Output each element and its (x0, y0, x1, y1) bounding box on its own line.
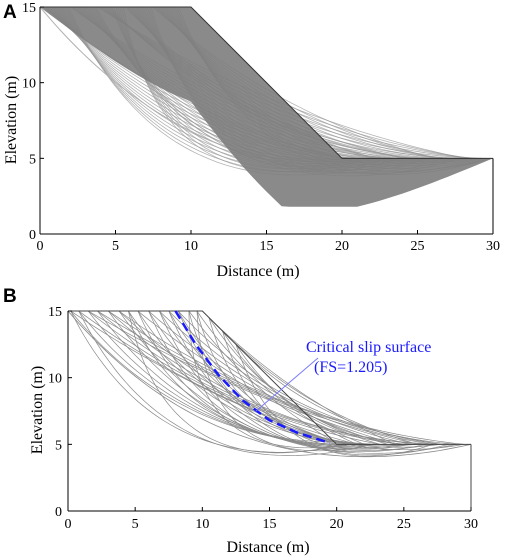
panel-b-x-axis-title: Distance (m) (226, 539, 309, 556)
panel-b-slip-surface (188, 310, 335, 442)
panel-b-x-tick-label: 30 (464, 517, 478, 532)
panel-b-y-tick-label: 0 (55, 505, 62, 520)
panel-b-slip-surface (168, 310, 434, 445)
panel-b-slope-profile (68, 310, 471, 445)
panel-a-y-ticks: 0 5 10 15 (22, 1, 44, 243)
panel-b: B Critical slip surface (FS=1.205) 0 5 10 1… (3, 286, 478, 556)
panel-a-x-tick-label: 20 (335, 239, 349, 254)
panel-b-y-tick-label: 10 (48, 372, 62, 387)
panel-b-annotation-line-2: (FS=1.205) (314, 359, 387, 376)
panel-b-slip-surface (97, 310, 411, 449)
panel-b-slip-surface (70, 310, 335, 443)
panel-b-trial-slip-surfaces (67, 310, 472, 511)
panel-a-y-axis-title: Elevation (m) (3, 76, 20, 164)
panel-a-slope-profile (40, 6, 493, 159)
panel-b-slip-surface (235, 344, 442, 445)
panel-b-slip-surface (208, 317, 388, 446)
panel-b-slip-surface (177, 310, 465, 451)
panel-b-slip-surface (208, 317, 396, 445)
panel-b-y-axis-title: Elevation (m) (29, 366, 46, 454)
panel-b-slip-surface (196, 310, 358, 445)
panel-b-slip-surface (97, 310, 419, 445)
panel-b-x-tick-label: 15 (263, 517, 277, 532)
panel-b-slip-surface (148, 310, 388, 445)
panel-b-x-tick-label: 20 (330, 517, 344, 532)
panel-a-y-tick-label: 10 (22, 77, 36, 92)
panel-b-annotation-line-1: Critical slip surface (306, 339, 431, 356)
panel-b-slip-surface (128, 310, 342, 454)
panel-b-slip-surface-envelope (67, 310, 472, 458)
panel-b-slip-surface (159, 310, 411, 445)
panel-a-x-ticks: 0 5 10 15 20 25 30 (37, 230, 500, 254)
panel-a-y-tick-label: 5 (29, 152, 36, 167)
panel-a-x-axis-title: Distance (m) (216, 263, 299, 280)
panel-b-slip-surface (137, 310, 365, 445)
panel-b-y-ticks: 0 5 10 15 (48, 305, 72, 520)
panel-b-slip-surface (108, 310, 434, 451)
panel-b-x-ticks: 0 5 10 15 20 25 30 (65, 507, 478, 532)
panel-b-slip-surface (148, 310, 380, 447)
panel-a-x-tick-label: 25 (411, 239, 425, 254)
panel-b-slip-surface (177, 310, 457, 445)
panel-a-y-tick-label: 0 (29, 228, 36, 243)
panel-b-slip-surface (196, 310, 373, 452)
panel-b-x-tick-label: 0 (65, 517, 72, 532)
panel-b-y-tick-label: 15 (48, 305, 62, 320)
panel-b-y-tick-label: 5 (55, 438, 62, 453)
panel-b-slip-surface (188, 310, 350, 449)
panel-b-slip-surface (137, 310, 358, 446)
panel-a-y-tick-label: 15 (22, 1, 36, 16)
panel-b-x-tick-label: 5 (132, 517, 139, 532)
panel-a-x-tick-label: 5 (112, 239, 119, 254)
panel-a-x-tick-label: 30 (486, 239, 500, 254)
panel-b-critical-slip-surface (174, 310, 331, 445)
panel-a-x-tick-label: 0 (37, 239, 44, 254)
panel-a-plot (39, 6, 494, 234)
panel-b-annotation-leader (255, 357, 319, 412)
panel-a-x-tick-label: 10 (184, 239, 198, 254)
panel-b-slip-surface (128, 310, 334, 443)
panel-b-x-tick-label: 10 (195, 517, 209, 532)
panel-b-x-tick-label: 25 (397, 517, 411, 532)
panel-a-dense-slip-region (40, 7, 493, 207)
panel-a-x-tick-label: 15 (260, 239, 274, 254)
panel-a-label: A (3, 2, 17, 23)
panel-b-slip-surface (108, 310, 426, 445)
panel-a: A 0 5 10 15 20 25 30 0 5 10 15 Distance (m) Eleva… (3, 1, 500, 280)
panel-b-slip-surface (168, 310, 442, 448)
panel-b-slip-surface (235, 344, 426, 445)
panel-a-slope-mass (40, 6, 494, 234)
panel-b-slip-surface (137, 310, 373, 445)
panel-b-slip-surface (222, 330, 403, 445)
panel-b-slip-surface (235, 344, 434, 457)
panel-b-label: B (3, 286, 17, 307)
panel-b-slip-surface (168, 310, 426, 453)
panel-b-slip-surface (78, 310, 373, 456)
panel-b-slip-surface (70, 310, 350, 453)
